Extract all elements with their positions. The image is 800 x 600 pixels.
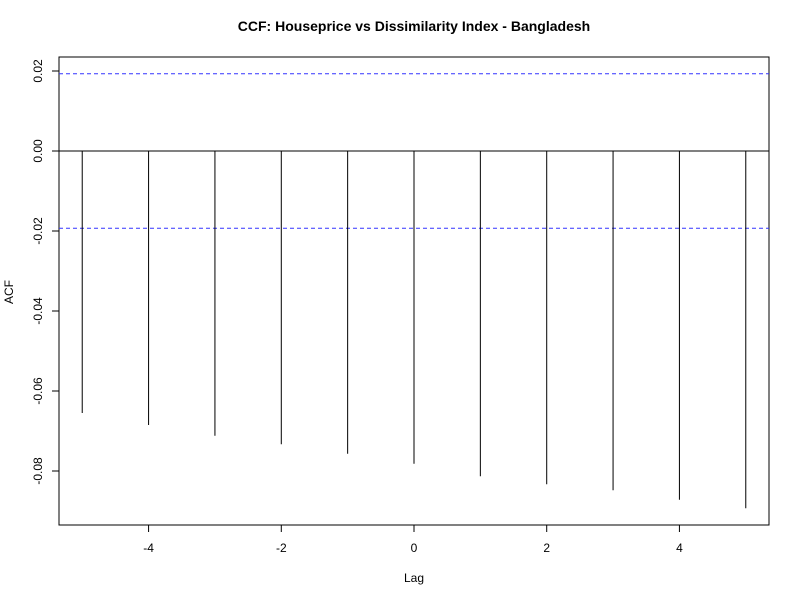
y-axis: -0.08 -0.06 -0.04 -0.02 0.00 0.02 <box>31 59 59 485</box>
y-tick-label: -0.04 <box>31 297 45 325</box>
x-tick-label: -4 <box>143 541 154 555</box>
y-tick-label: -0.08 <box>31 457 45 485</box>
x-tick-label: 4 <box>676 541 683 555</box>
y-tick-label: 0.02 <box>31 59 45 83</box>
x-tick-label: 0 <box>411 541 418 555</box>
chart-title: CCF: Houseprice vs Dissimilarity Index -… <box>238 18 590 34</box>
y-tick-label: -0.06 <box>31 377 45 405</box>
plot-area <box>59 73 769 509</box>
y-tick-label: 0.00 <box>31 139 45 163</box>
x-tick-label: -2 <box>276 541 287 555</box>
x-axis-label: Lag <box>404 571 424 585</box>
x-axis: -4 -2 0 2 4 <box>143 525 683 555</box>
y-axis-label: ACF <box>2 280 16 304</box>
x-tick-label: 2 <box>543 541 550 555</box>
y-tick-label: -0.02 <box>31 217 45 245</box>
